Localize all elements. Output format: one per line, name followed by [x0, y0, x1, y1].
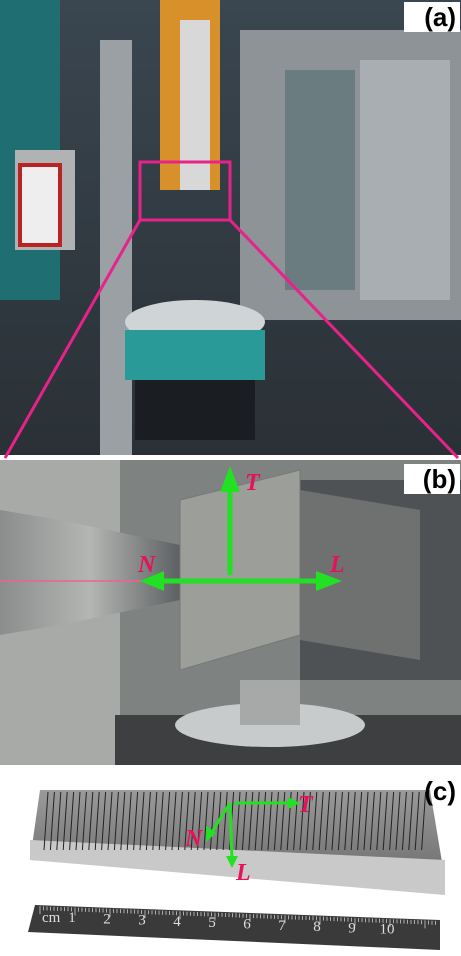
ruler-number: 10 — [380, 922, 395, 938]
axis-label: L — [329, 552, 345, 578]
panel-label: (a) — [424, 2, 456, 32]
panel-label: (b) — [423, 464, 456, 494]
specimen-plate — [180, 470, 300, 670]
panel-a: (a) — [0, 0, 461, 458]
detector-window — [285, 70, 355, 290]
column — [180, 20, 210, 190]
arrow-l — [230, 803, 232, 860]
axis-label: T — [245, 470, 261, 496]
axis-label: T — [298, 792, 314, 818]
paper — [20, 165, 60, 245]
axis-label: L — [235, 860, 251, 886]
frame — [100, 40, 132, 455]
axis-label: N — [184, 826, 204, 852]
panel-b: T N L (b) — [0, 460, 461, 765]
base — [125, 330, 265, 380]
base-lower — [135, 380, 255, 440]
ruler-unit: cm — [42, 910, 61, 926]
figure: (a) T N L (b) cm12345678910 — [0, 0, 461, 956]
holder — [240, 680, 300, 725]
detector-panel — [360, 60, 450, 300]
ruler — [28, 905, 440, 950]
panel-label: (c) — [424, 776, 456, 806]
axis-label: N — [137, 552, 157, 578]
